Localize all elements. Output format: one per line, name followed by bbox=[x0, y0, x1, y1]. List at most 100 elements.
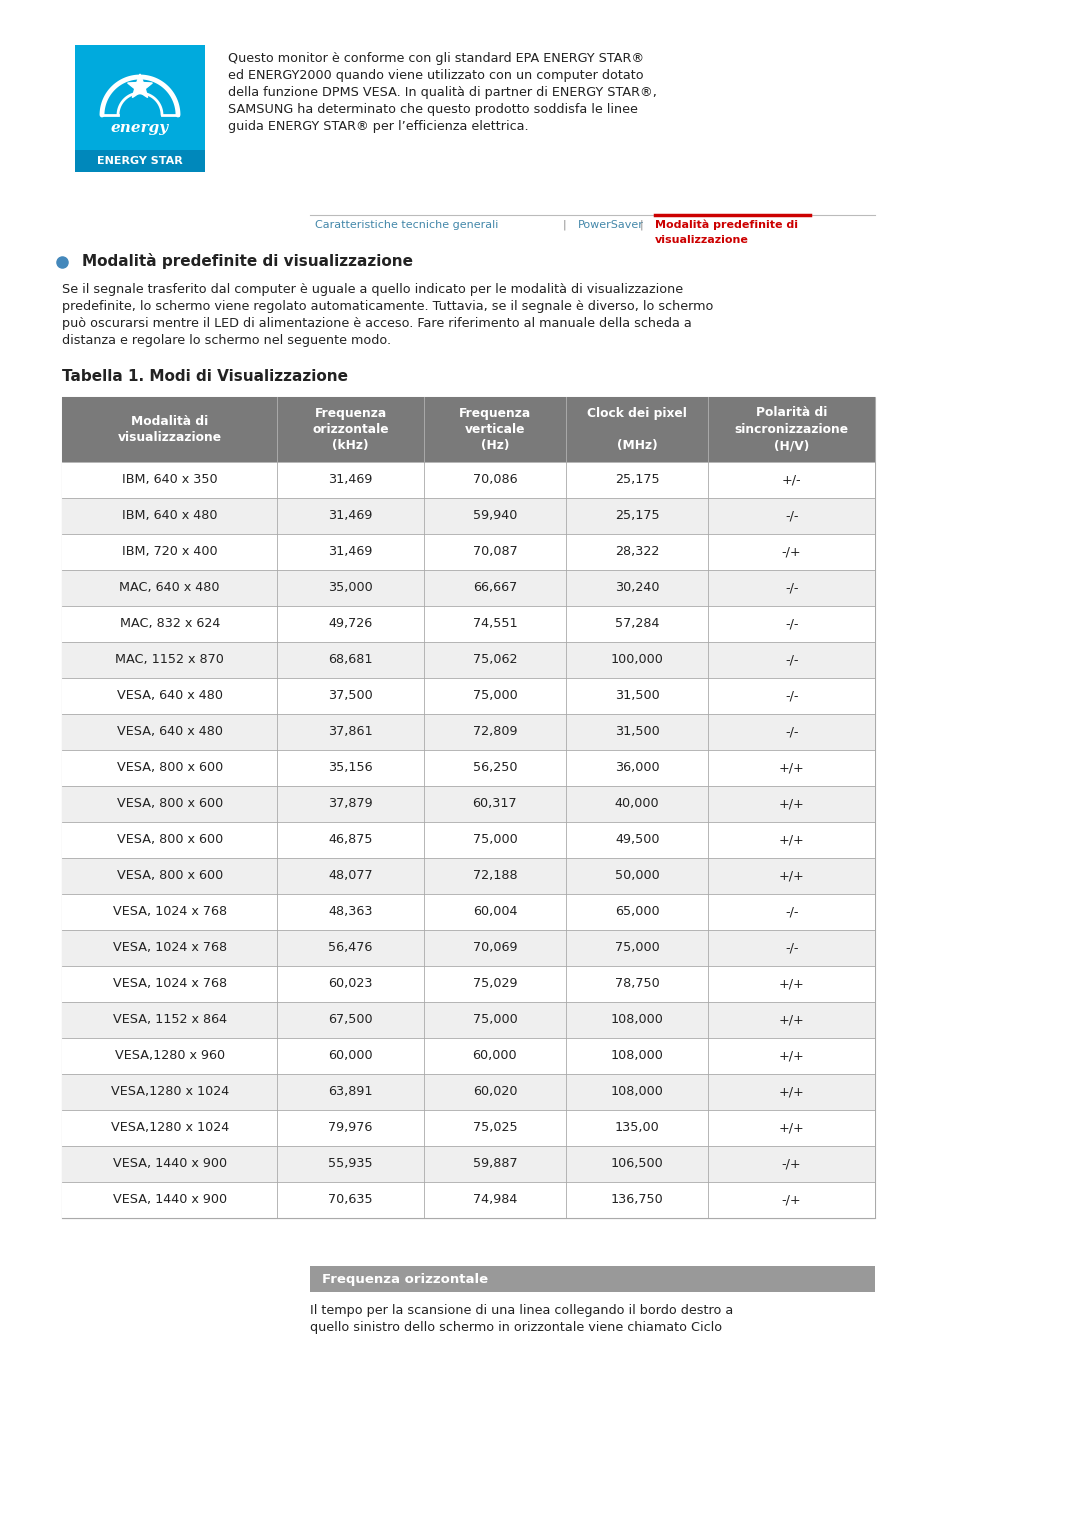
Text: +/+: +/+ bbox=[779, 869, 805, 883]
Text: Clock dei pixel

(MHz): Clock dei pixel (MHz) bbox=[588, 406, 687, 452]
Text: +/+: +/+ bbox=[779, 761, 805, 775]
Text: Tabella 1. Modi di Visualizzazione: Tabella 1. Modi di Visualizzazione bbox=[62, 368, 348, 384]
Text: -/-: -/- bbox=[785, 582, 798, 594]
Text: |: | bbox=[563, 220, 567, 231]
Bar bbox=[62, 1074, 875, 1109]
Bar bbox=[62, 607, 875, 642]
Text: 60,023: 60,023 bbox=[328, 978, 373, 990]
Text: 31,469: 31,469 bbox=[328, 509, 373, 523]
Text: 135,00: 135,00 bbox=[615, 1122, 660, 1134]
Text: 70,069: 70,069 bbox=[473, 941, 517, 955]
Bar bbox=[62, 1038, 875, 1074]
Text: 108,000: 108,000 bbox=[611, 1085, 663, 1099]
Text: Frequenza orizzontale: Frequenza orizzontale bbox=[322, 1273, 488, 1285]
Text: della funzione DPMS VESA. In qualità di partner di ENERGY STAR®,: della funzione DPMS VESA. In qualità di … bbox=[228, 86, 657, 99]
Text: 31,500: 31,500 bbox=[615, 726, 660, 738]
Text: 56,250: 56,250 bbox=[473, 761, 517, 775]
Text: Modalità predefinite di: Modalità predefinite di bbox=[654, 220, 798, 231]
Text: VESA, 1440 x 900: VESA, 1440 x 900 bbox=[112, 1158, 227, 1170]
Text: 75,029: 75,029 bbox=[473, 978, 517, 990]
Text: 56,476: 56,476 bbox=[328, 941, 373, 955]
Text: Modalità predefinite di visualizzazione: Modalità predefinite di visualizzazione bbox=[82, 254, 413, 269]
Text: ENERGY STAR: ENERGY STAR bbox=[97, 156, 183, 167]
Text: Frequenza
orizzontale
(kHz): Frequenza orizzontale (kHz) bbox=[312, 406, 389, 452]
Bar bbox=[62, 1002, 875, 1038]
Text: -/+: -/+ bbox=[782, 1193, 801, 1207]
Text: VESA, 1024 x 768: VESA, 1024 x 768 bbox=[112, 941, 227, 955]
Text: 55,935: 55,935 bbox=[328, 1158, 373, 1170]
Text: 63,891: 63,891 bbox=[328, 1085, 373, 1099]
Bar bbox=[62, 966, 875, 1002]
Text: +/+: +/+ bbox=[779, 1013, 805, 1027]
Text: 74,984: 74,984 bbox=[473, 1193, 517, 1207]
Bar bbox=[62, 570, 875, 607]
Bar bbox=[62, 859, 875, 894]
Text: 59,887: 59,887 bbox=[473, 1158, 517, 1170]
Bar bbox=[62, 1109, 875, 1146]
Bar bbox=[62, 397, 875, 1218]
Text: distanza e regolare lo schermo nel seguente modo.: distanza e regolare lo schermo nel segue… bbox=[62, 335, 391, 347]
Text: -/-: -/- bbox=[785, 689, 798, 703]
Text: +/+: +/+ bbox=[779, 1050, 805, 1062]
Text: 48,363: 48,363 bbox=[328, 906, 373, 918]
Text: 31,469: 31,469 bbox=[328, 545, 373, 559]
Text: +/+: +/+ bbox=[779, 1085, 805, 1099]
Text: -/-: -/- bbox=[785, 654, 798, 666]
Bar bbox=[62, 894, 875, 931]
Text: 35,000: 35,000 bbox=[328, 582, 373, 594]
Text: 25,175: 25,175 bbox=[615, 509, 660, 523]
Text: -/+: -/+ bbox=[782, 545, 801, 559]
Text: 75,000: 75,000 bbox=[473, 1013, 517, 1027]
Text: VESA, 640 x 480: VESA, 640 x 480 bbox=[117, 689, 222, 703]
Text: MAC, 640 x 480: MAC, 640 x 480 bbox=[120, 582, 220, 594]
Text: 49,500: 49,500 bbox=[615, 833, 660, 847]
Text: 25,175: 25,175 bbox=[615, 474, 660, 486]
Text: 60,000: 60,000 bbox=[473, 1050, 517, 1062]
Bar bbox=[62, 750, 875, 785]
Text: 72,188: 72,188 bbox=[473, 869, 517, 883]
Text: IBM, 640 x 350: IBM, 640 x 350 bbox=[122, 474, 217, 486]
Text: 40,000: 40,000 bbox=[615, 798, 660, 810]
Text: VESA,1280 x 1024: VESA,1280 x 1024 bbox=[110, 1085, 229, 1099]
Text: 60,317: 60,317 bbox=[473, 798, 517, 810]
Text: +/+: +/+ bbox=[779, 798, 805, 810]
Text: Caratteristiche tecniche generali: Caratteristiche tecniche generali bbox=[315, 220, 498, 231]
Text: Polarità di
sincronizzazione
(H/V): Polarità di sincronizzazione (H/V) bbox=[734, 406, 849, 452]
Text: 60,004: 60,004 bbox=[473, 906, 517, 918]
Text: +/-: +/- bbox=[782, 474, 801, 486]
Text: 136,750: 136,750 bbox=[611, 1193, 663, 1207]
Bar bbox=[62, 642, 875, 678]
Text: 75,000: 75,000 bbox=[473, 689, 517, 703]
Text: -/+: -/+ bbox=[782, 1158, 801, 1170]
Text: VESA,1280 x 960: VESA,1280 x 960 bbox=[114, 1050, 225, 1062]
Text: Modalità di
visualizzazione: Modalità di visualizzazione bbox=[118, 414, 221, 445]
Text: 65,000: 65,000 bbox=[615, 906, 660, 918]
Text: SAMSUNG ha determinato che questo prodotto soddisfa le linee: SAMSUNG ha determinato che questo prodot… bbox=[228, 102, 638, 116]
Text: VESA, 1152 x 864: VESA, 1152 x 864 bbox=[112, 1013, 227, 1027]
Text: predefinite, lo schermo viene regolato automaticamente. Tuttavia, se il segnale : predefinite, lo schermo viene regolato a… bbox=[62, 299, 714, 313]
Text: 70,086: 70,086 bbox=[473, 474, 517, 486]
Text: 78,750: 78,750 bbox=[615, 978, 660, 990]
Text: -/-: -/- bbox=[785, 617, 798, 631]
Bar bbox=[62, 678, 875, 714]
Text: -/-: -/- bbox=[785, 906, 798, 918]
Text: ed ENERGY2000 quando viene utilizzato con un computer dotato: ed ENERGY2000 quando viene utilizzato co… bbox=[228, 69, 644, 83]
Bar bbox=[75, 150, 205, 173]
Text: 28,322: 28,322 bbox=[615, 545, 660, 559]
Text: 50,000: 50,000 bbox=[615, 869, 660, 883]
Text: VESA, 1440 x 900: VESA, 1440 x 900 bbox=[112, 1193, 227, 1207]
Text: VESA, 640 x 480: VESA, 640 x 480 bbox=[117, 726, 222, 738]
Text: 37,879: 37,879 bbox=[328, 798, 373, 810]
Text: +/+: +/+ bbox=[779, 833, 805, 847]
Text: 59,940: 59,940 bbox=[473, 509, 517, 523]
Text: 31,469: 31,469 bbox=[328, 474, 373, 486]
Bar bbox=[62, 822, 875, 859]
Text: 108,000: 108,000 bbox=[611, 1013, 663, 1027]
Text: 30,240: 30,240 bbox=[615, 582, 660, 594]
Text: 75,000: 75,000 bbox=[473, 833, 517, 847]
Bar bbox=[62, 1183, 875, 1218]
Text: 106,500: 106,500 bbox=[611, 1158, 663, 1170]
Text: 79,976: 79,976 bbox=[328, 1122, 373, 1134]
Text: Il tempo per la scansione di una linea collegando il bordo destro a: Il tempo per la scansione di una linea c… bbox=[310, 1303, 733, 1317]
Text: visualizzazione: visualizzazione bbox=[654, 235, 748, 244]
